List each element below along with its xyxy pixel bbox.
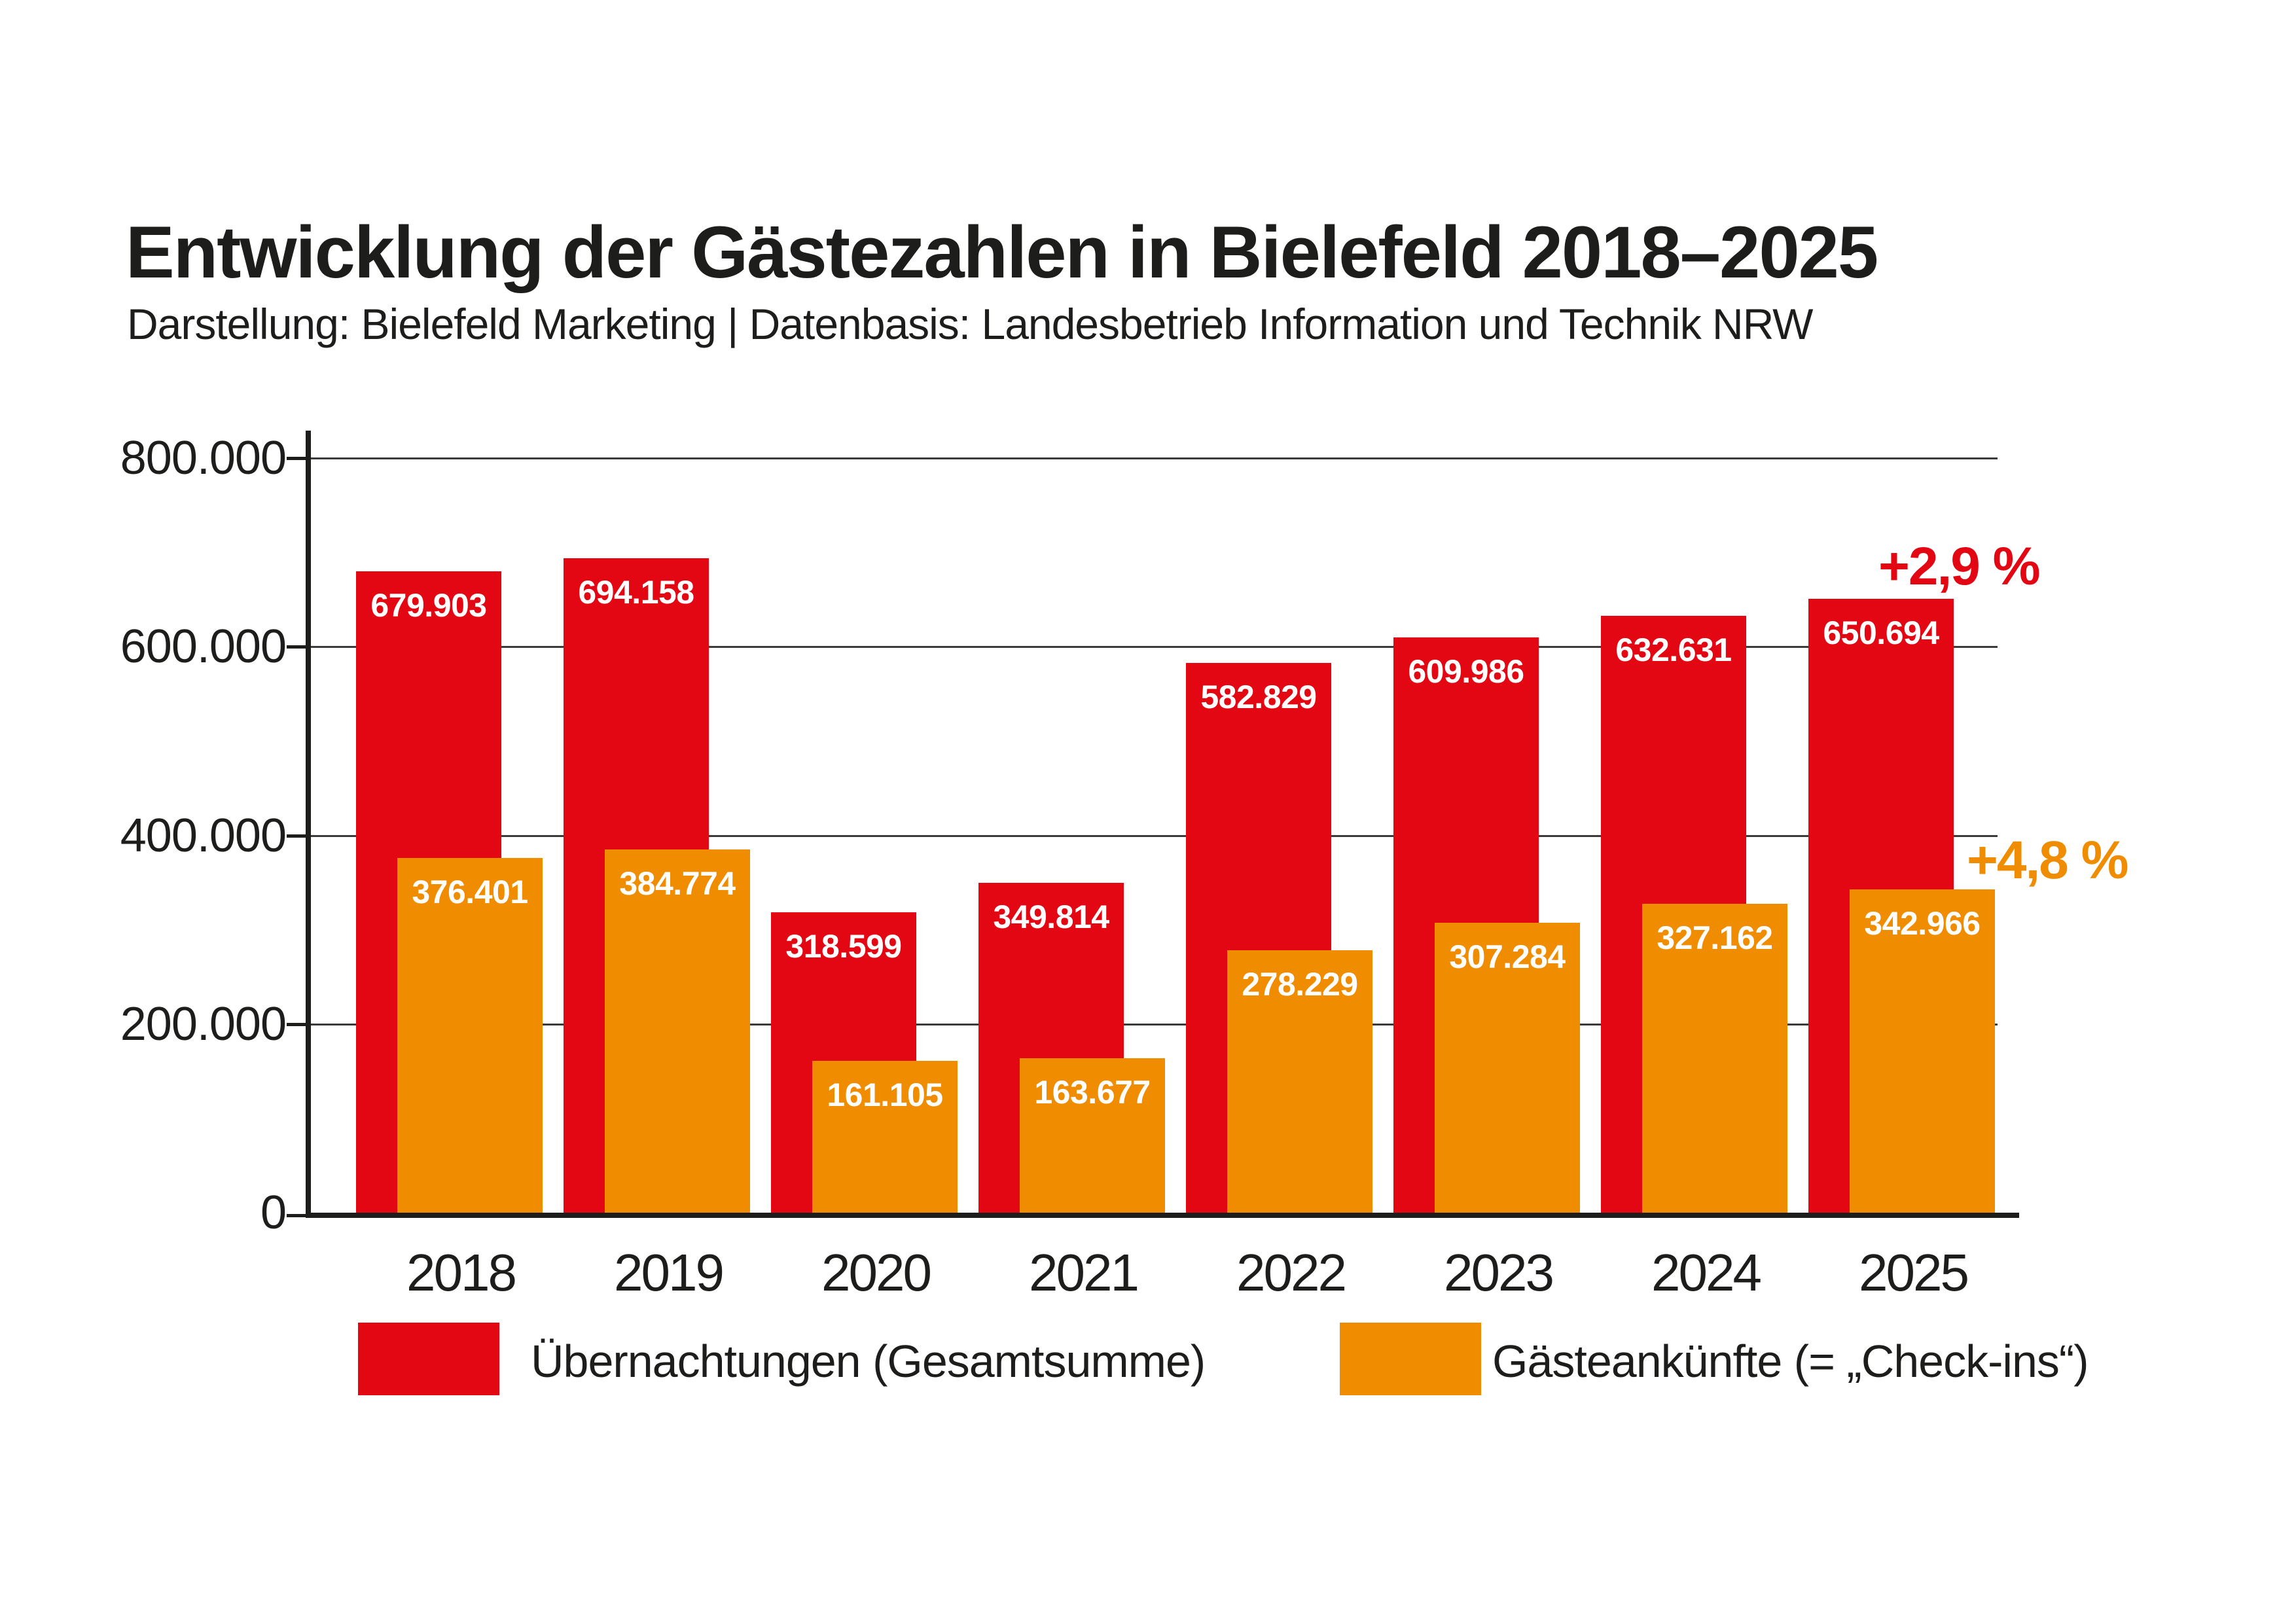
legend-swatch-uebernachtungen [358,1323,499,1395]
x-axis-label-2022: 2022 [1236,1243,1347,1302]
x-axis-label-2021: 2021 [1029,1243,1139,1302]
y-axis-label-200000: 200.000 [120,998,287,1050]
bar-value-gaesteankuenfte-2024: 327.162 [1657,919,1773,956]
annotation-gaesteankuenfte-change: +4,8 % [1967,830,2129,890]
bar-value-gaesteankuenfte-2019: 384.774 [619,865,736,902]
gridline-600000 [311,646,1998,648]
bar-gaesteankuenfte-2021 [1020,1058,1165,1213]
gridline-400000 [311,835,1998,837]
x-axis-label-2025: 2025 [1859,1243,1969,1302]
bar-value-gaesteankuenfte-2021: 163.677 [1034,1074,1151,1111]
bar-gaesteankuenfte-2025 [1850,889,1995,1213]
bar-value-uebernachtungen-2025: 650.694 [1823,615,1939,651]
bar-value-gaesteankuenfte-2023: 307.284 [1449,938,1566,975]
bar-gaesteankuenfte-2019 [605,849,750,1213]
bar-value-gaesteankuenfte-2025: 342.966 [1864,905,1981,942]
y-axis-tick-600000 [287,645,306,649]
bar-gaesteankuenfte-2018 [397,858,543,1213]
bar-value-uebernachtungen-2019: 694.158 [578,574,694,611]
chart-subtitle: Darstellung: Bielefeld Marketing | Daten… [127,300,1813,348]
x-axis-label-2023: 2023 [1444,1243,1554,1302]
bar-gaesteankuenfte-2023 [1435,923,1580,1213]
x-axis-label-2018: 2018 [406,1243,517,1302]
annotation-uebernachtungen-change: +2,9 % [1878,537,2041,596]
legend-label-uebernachtungen: Übernachtungen (Gesamtsumme) [531,1336,1206,1387]
bar-value-uebernachtungen-2022: 582.829 [1200,679,1317,715]
bar-value-uebernachtungen-2020: 318.599 [785,928,902,965]
x-axis-line [306,1213,2019,1218]
y-axis-tick-400000 [287,834,306,838]
bar-value-gaesteankuenfte-2020: 161.105 [827,1077,943,1113]
y-axis-label-600000: 600.000 [120,620,287,673]
bar-value-uebernachtungen-2024: 632.631 [1615,632,1732,668]
bar-value-uebernachtungen-2021: 349.814 [993,899,1109,935]
chart-title: Entwicklung der Gästezahlen in Bielefeld… [126,211,1878,293]
gridline-800000 [311,457,1998,459]
y-axis-label-0: 0 [260,1186,287,1239]
x-axis-label-2020: 2020 [821,1243,932,1302]
y-axis-label-800000: 800.000 [120,432,287,484]
legend-swatch-gaesteankuenfte [1340,1323,1481,1395]
bar-value-gaesteankuenfte-2022: 278.229 [1242,966,1358,1003]
y-axis-line [306,431,311,1218]
bar-gaesteankuenfte-2024 [1642,904,1787,1213]
gridline-200000 [311,1024,1998,1026]
bar-value-uebernachtungen-2023: 609.986 [1408,653,1524,690]
y-axis-tick-200000 [287,1023,306,1026]
y-axis-tick-0 [287,1214,306,1217]
y-axis-label-400000: 400.000 [120,810,287,862]
bar-value-uebernachtungen-2018: 679.903 [370,587,487,624]
bar-gaesteankuenfte-2022 [1227,950,1372,1213]
y-axis-tick-800000 [287,457,306,460]
bar-value-gaesteankuenfte-2018: 376.401 [412,874,528,910]
x-axis-label-2019: 2019 [614,1243,725,1302]
x-axis-label-2024: 2024 [1651,1243,1762,1302]
legend-label-gaesteankuenfte: Gästeankünfte (= „Check-ins“) [1492,1336,2089,1387]
bar-gaesteankuenfte-2020 [812,1061,958,1213]
